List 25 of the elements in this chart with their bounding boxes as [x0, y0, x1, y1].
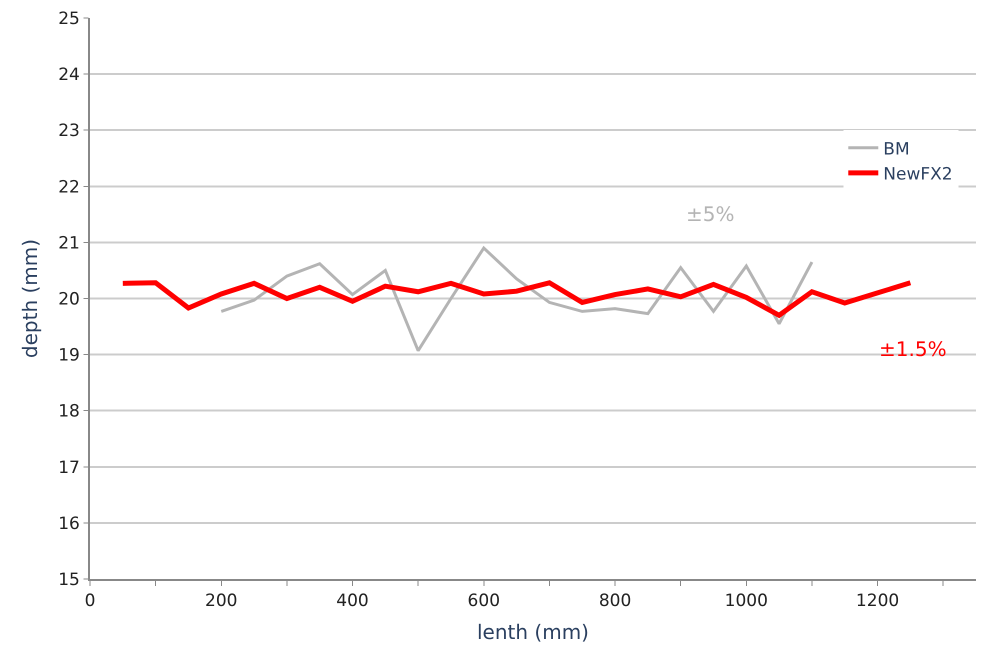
annotation: ±5% — [686, 202, 734, 226]
y-tick-label: 22 — [58, 177, 80, 198]
y-tick-label: 15 — [58, 570, 80, 590]
y-tick-label: 25 — [58, 8, 80, 29]
y-axis-title: depth (mm) — [18, 238, 42, 358]
x-tick-label: 1200 — [856, 591, 900, 612]
legend-label: BM — [883, 139, 910, 160]
y-tick-label: 20 — [58, 289, 80, 310]
legend-label: NewFX2 — [883, 164, 953, 184]
y-tick-label: 21 — [58, 233, 80, 254]
y-tick-label: 19 — [58, 346, 80, 366]
y-tick-label: 23 — [58, 121, 80, 142]
x-tick-label: 0 — [84, 591, 96, 612]
y-tick-label: 24 — [58, 65, 80, 86]
x-tick-label: 400 — [336, 591, 369, 612]
y-tick-label: 16 — [58, 514, 80, 534]
y-tick-label: 17 — [58, 458, 80, 478]
x-axis-title: lenth (mm) — [477, 620, 589, 644]
annotation: ±1.5% — [879, 337, 947, 361]
line-series — [220, 246, 814, 352]
y-tick-label: 18 — [58, 402, 80, 422]
x-tick-label: 200 — [205, 591, 238, 612]
x-tick-label: 600 — [468, 591, 500, 612]
x-tick-label: 1000 — [724, 591, 768, 612]
x-tick-label: 800 — [598, 591, 632, 612]
